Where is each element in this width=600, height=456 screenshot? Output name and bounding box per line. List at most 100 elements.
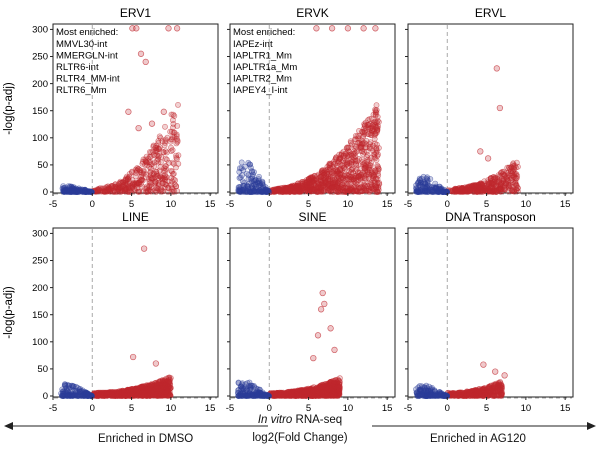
depleted-point <box>250 180 257 187</box>
outlier-point <box>148 120 156 127</box>
outlier-point <box>314 332 322 339</box>
panel-line: LINE-5 0 5 10 15050100150200250300-log(p-adj… <box>3 210 219 414</box>
plot-frame <box>52 23 219 194</box>
enriched-point <box>168 111 175 118</box>
outlier-point <box>501 372 508 379</box>
enriched-point <box>314 387 321 394</box>
enriched-point <box>173 152 179 159</box>
depleted-point <box>426 182 433 189</box>
outlier-point <box>480 361 487 368</box>
depleted-point <box>62 187 68 194</box>
x-tick-label: 5 <box>129 199 134 210</box>
enriched-point <box>272 187 279 194</box>
enriched-point <box>153 187 160 194</box>
enriched-point <box>344 153 351 160</box>
enriched-point <box>496 185 503 192</box>
enriched-point <box>337 155 343 162</box>
enriched-point <box>168 167 174 174</box>
enriched-point <box>321 167 328 174</box>
x-tick-label: 0 <box>90 403 95 414</box>
x-tick-label: 5 <box>484 403 489 414</box>
x-tick-label: 10 <box>343 199 354 210</box>
depleted-point <box>65 391 71 398</box>
enriched-point <box>142 158 149 165</box>
depleted-point <box>62 381 68 388</box>
enriched-point <box>143 153 150 160</box>
y-tick-label: 150 <box>32 310 48 321</box>
enriched-point <box>160 149 167 156</box>
annotation-item: IAPLTR1_Mm <box>233 51 292 62</box>
enriched-point <box>462 187 469 193</box>
enriched-point <box>470 182 477 188</box>
outlier-point <box>152 360 160 367</box>
enriched-point <box>286 390 293 397</box>
enriched-point <box>338 150 345 157</box>
enriched-point <box>513 186 520 193</box>
enriched-point <box>168 144 174 151</box>
outlier-point <box>137 50 145 57</box>
enriched-point <box>512 180 519 187</box>
annotation-item: IAPEz-int <box>233 39 273 50</box>
enriched-point <box>315 180 322 187</box>
y-tick-label: 200 <box>32 283 48 294</box>
enriched-point <box>153 392 159 398</box>
enriched-point <box>174 138 181 145</box>
depleted-point <box>249 173 256 180</box>
enriched-point <box>151 170 157 177</box>
enriched-point <box>148 149 155 156</box>
enriched-point <box>163 389 170 396</box>
enriched-point <box>156 173 163 180</box>
enriched-point <box>358 156 365 163</box>
right-arrow-head <box>587 422 596 430</box>
enriched-point <box>157 379 164 386</box>
y-tick-label: 100 <box>32 133 48 144</box>
enriched-point <box>147 159 153 165</box>
enriched-point <box>127 388 134 395</box>
enriched-point <box>511 172 517 178</box>
x-tick-label: 5 <box>306 199 311 210</box>
arrow-lines <box>4 422 596 430</box>
x-tick-label: -5 <box>49 403 57 414</box>
depleted-point <box>71 392 78 399</box>
depleted-point <box>74 187 81 194</box>
x-tick-label: -5 <box>226 199 234 210</box>
depleted-point <box>259 179 266 186</box>
x-tick-label: 15 <box>382 199 393 210</box>
enriched-point <box>95 392 101 399</box>
enriched-point <box>364 157 371 163</box>
enriched-point <box>167 138 174 145</box>
depleted-point <box>415 391 421 398</box>
enriched-point <box>336 384 342 391</box>
outlier-point <box>319 289 326 297</box>
enriched-point <box>489 392 496 399</box>
enriched-point <box>369 167 376 174</box>
y-tick-label: 50 <box>37 160 48 171</box>
depleted-point <box>238 159 245 166</box>
enriched-point <box>124 180 130 187</box>
x-tick-label: 5 <box>129 403 134 414</box>
enriched-point <box>168 168 175 175</box>
panel-dna-transposon: DNA Transposon-5 0 5 10 15 <box>404 210 574 414</box>
enriched-point <box>135 181 142 188</box>
enriched-point <box>456 390 463 396</box>
enriched-point <box>175 102 181 108</box>
enriched-point <box>155 140 162 146</box>
outlier-point <box>125 108 132 115</box>
enriched-point <box>513 159 520 166</box>
enriched-point <box>305 177 312 184</box>
enriched-point <box>372 123 379 130</box>
enriched-point <box>158 384 165 391</box>
enriched-point <box>360 161 367 168</box>
enriched-point <box>170 124 176 131</box>
x-tick-label: 15 <box>382 403 393 414</box>
enriched-point <box>372 140 378 147</box>
x-tick-label: 15 <box>205 199 216 210</box>
enriched-point <box>169 117 176 124</box>
outlier-point <box>360 25 367 32</box>
enriched-point <box>479 181 486 188</box>
depleted-point <box>435 186 442 192</box>
panel-ervl: ERVL-5 0 5 10 15 <box>404 6 574 210</box>
outlier-point <box>328 25 336 32</box>
points-group <box>235 25 383 195</box>
